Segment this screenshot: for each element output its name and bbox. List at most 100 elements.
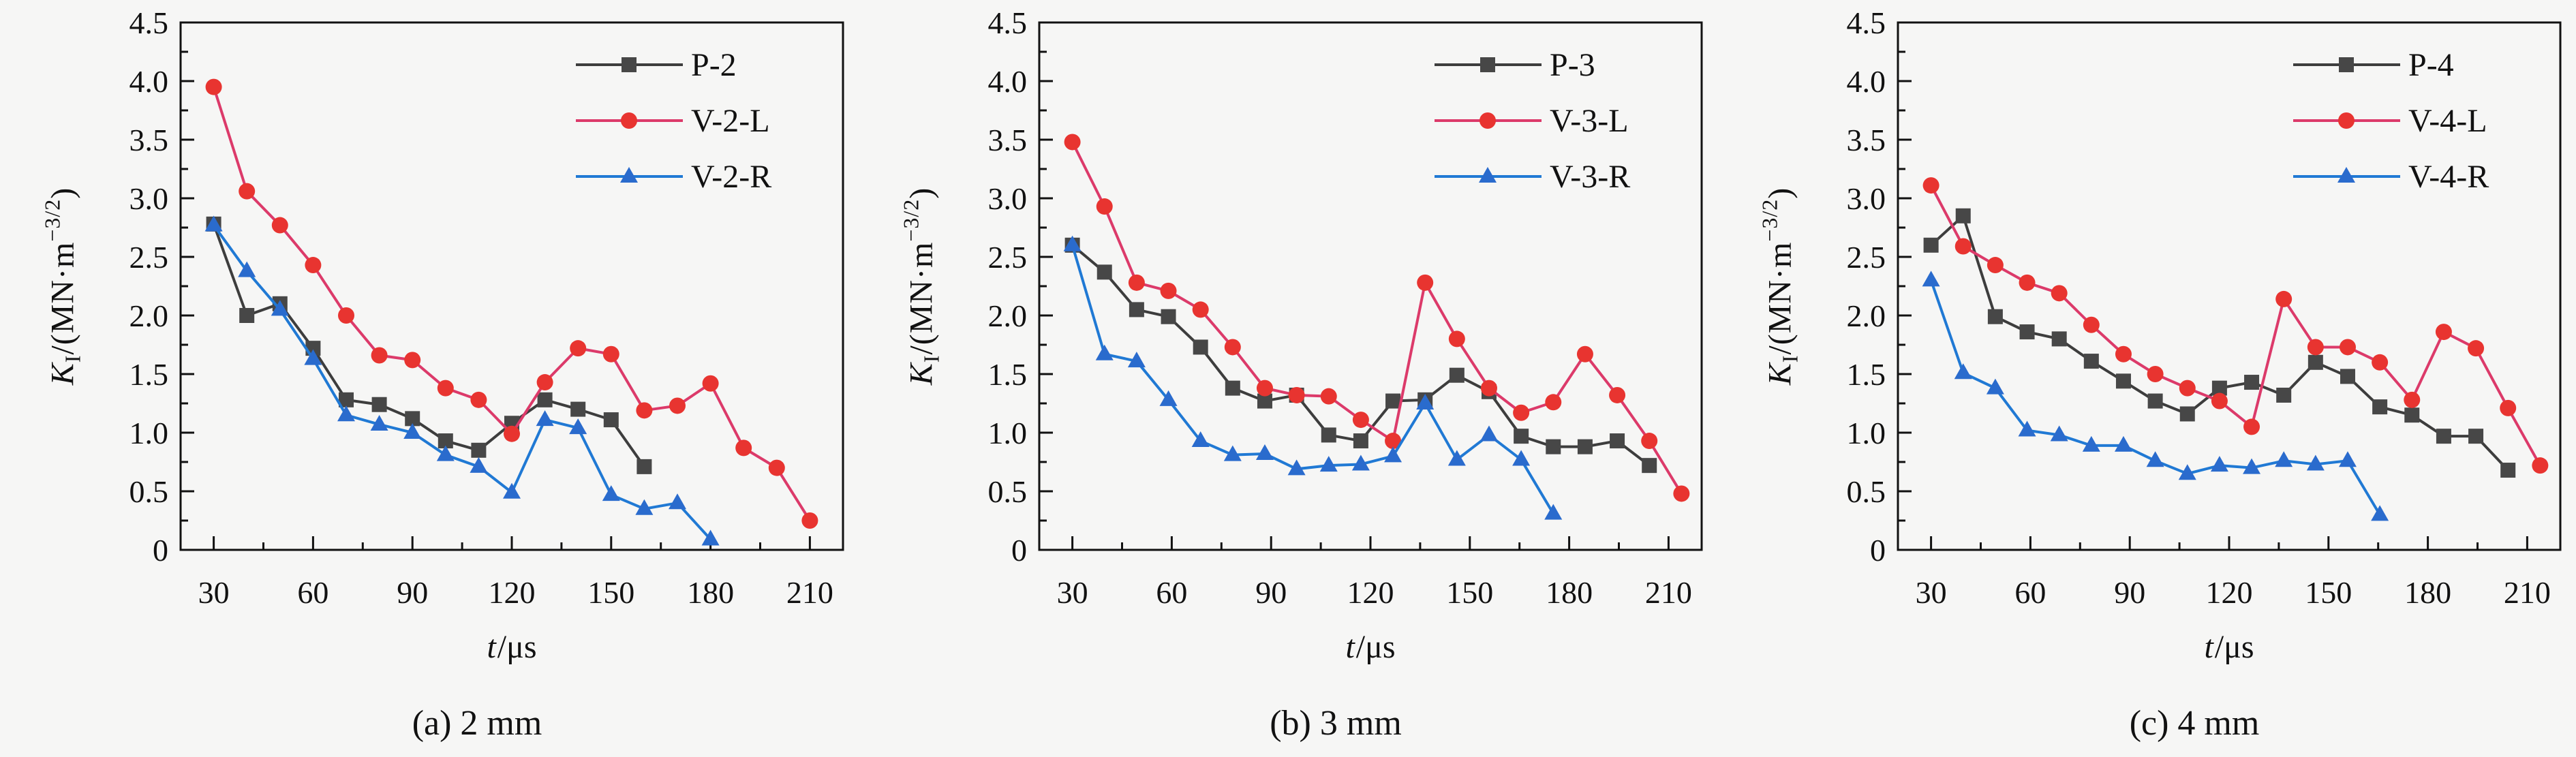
marker-triangle-V-2-R xyxy=(602,485,620,501)
marker-circle-V-3-L xyxy=(1545,394,1562,411)
x-tick-label: 60 xyxy=(2014,575,2046,610)
marker-circle-V-2-L xyxy=(205,78,222,95)
marker-triangle-V-4-R xyxy=(2306,454,2325,471)
y-tick-label: 3.0 xyxy=(988,181,1028,216)
marker-triangle-V-2-R xyxy=(271,300,289,316)
marker-circle-V-4-L xyxy=(2372,354,2389,371)
marker-triangle-V-2-R xyxy=(701,529,720,546)
marker-circle-V-2-L xyxy=(768,459,785,476)
y-tick-label: 1.5 xyxy=(1847,357,1886,392)
marker-triangle-V-2-R xyxy=(403,423,422,439)
marker-triangle-V-3-R xyxy=(1416,394,1435,410)
subplot-caption: (c) 4 mm xyxy=(2129,704,2260,743)
y-tick-label: 2.5 xyxy=(988,240,1028,275)
y-tick-label: 0 xyxy=(153,533,168,568)
marker-circle-V-3-L xyxy=(1160,282,1177,299)
y-tick-label: 0.5 xyxy=(129,474,169,509)
legend: P-4 V-4-L V-4-R xyxy=(2293,47,2489,195)
series-line-V-3-R xyxy=(1071,245,1554,514)
marker-triangle-V-4-R xyxy=(2371,505,2389,521)
x-tick-label: 30 xyxy=(198,575,230,610)
marker-triangle-V-2-R xyxy=(470,457,488,473)
y-tick-label: 4.0 xyxy=(988,64,1028,99)
marker-circle-V-2-L xyxy=(536,374,553,391)
legend-marker-V-2-R xyxy=(620,167,638,183)
y-tick-label: 0 xyxy=(1870,533,1886,568)
marker-circle-V-4-L xyxy=(2147,366,2164,382)
marker-triangle-V-3-R xyxy=(1319,456,1338,472)
series-line-V-2-R xyxy=(212,224,712,540)
marker-circle-V-2-L xyxy=(371,347,388,364)
legend-label-V-2-R: V-2-R xyxy=(691,159,771,195)
marker-circle-V-3-L xyxy=(1096,198,1113,215)
marker-circle-V-4-L xyxy=(2532,457,2549,474)
marker-triangle-V-3-R xyxy=(1479,425,1498,442)
x-tick-label: 90 xyxy=(397,575,428,610)
marker-circle-V-4-L xyxy=(2051,285,2068,302)
y-tick-label: 4.0 xyxy=(1847,64,1886,99)
x-tick-label: 150 xyxy=(587,575,634,610)
marker-square-P-4 xyxy=(2115,373,2131,389)
marker-circle-V-3-L xyxy=(1192,301,1209,318)
y-tick-label: 0 xyxy=(1011,533,1027,568)
y-tick-label: 2.5 xyxy=(1847,240,1886,275)
marker-triangle-V-3-R xyxy=(1191,431,1210,448)
legend-marker-V-4-R xyxy=(2337,167,2355,183)
marker-circle-V-4-L xyxy=(1954,238,1972,255)
marker-square-P-4 xyxy=(2404,407,2420,423)
marker-square-P-2 xyxy=(239,308,255,323)
marker-circle-V-4-L xyxy=(2307,339,2324,356)
marker-square-P-3 xyxy=(1449,367,1465,383)
y-tick-label: 4.5 xyxy=(1847,5,1886,40)
marker-triangle-V-4-R xyxy=(2210,456,2228,472)
x-tick-label: 120 xyxy=(489,575,536,610)
chart-b-canvas: 30 60 90 120 150 180 210 0 0.5 1.0 1.5 2.0 2.5 3.0 3.5… xyxy=(988,5,1703,610)
x-tick-label: 30 xyxy=(1057,575,1088,610)
marker-square-P-4 xyxy=(2372,399,2388,415)
marker-triangle-V-4-R xyxy=(1954,363,1972,380)
marker-circle-V-4-L xyxy=(2468,340,2485,357)
x-tick-label: 210 xyxy=(2504,575,2551,610)
marker-square-P-3 xyxy=(1610,433,1625,449)
marker-circle-V-2-L xyxy=(735,439,752,457)
marker-square-P-2 xyxy=(637,459,652,474)
marker-circle-V-3-L xyxy=(1064,134,1081,151)
marker-triangle-V-4-R xyxy=(2275,451,2293,467)
marker-circle-V-2-L xyxy=(239,183,256,200)
marker-circle-V-3-L xyxy=(1609,386,1626,403)
marker-triangle-V-3-R xyxy=(1351,454,1370,471)
plot-border xyxy=(179,21,844,551)
y-tick-label: 4.5 xyxy=(129,5,169,40)
marker-square-P-2 xyxy=(603,412,619,428)
marker-circle-V-3-L xyxy=(1128,274,1145,291)
legend-label-V-3-L: V-3-L xyxy=(1550,103,1629,139)
subplot-caption: (a) 2 mm xyxy=(412,704,542,743)
marker-circle-V-3-L xyxy=(1417,274,1434,291)
marker-triangle-V-4-R xyxy=(2243,458,2261,474)
legend-marker-V-3-L xyxy=(1479,112,1496,129)
x-tick-label: 180 xyxy=(687,575,734,610)
marker-circle-V-2-L xyxy=(338,307,354,324)
legend-label-V-3-R: V-3-R xyxy=(1550,159,1630,195)
marker-triangle-V-4-R xyxy=(2146,451,2164,467)
marker-circle-V-3-L xyxy=(1256,380,1273,397)
marker-triangle-V-3-R xyxy=(1255,444,1274,460)
x-axis-label: t/μs xyxy=(1345,629,1396,665)
marker-triangle-V-4-R xyxy=(2114,435,2132,452)
series-line-P-3 xyxy=(1071,244,1651,467)
x-tick-label: 90 xyxy=(2114,575,2145,610)
marker-triangle-V-4-R xyxy=(2050,425,2068,442)
marker-circle-V-3-L xyxy=(1352,412,1369,429)
marker-triangle-V-2-R xyxy=(370,414,388,431)
marker-circle-V-4-L xyxy=(2115,345,2132,362)
y-tick-label: 1.0 xyxy=(129,416,169,450)
x-tick-label: 180 xyxy=(2404,575,2451,610)
marker-square-P-3 xyxy=(1321,427,1336,443)
marker-circle-V-2-L xyxy=(669,397,686,414)
marker-triangle-V-2-R xyxy=(436,445,455,461)
marker-triangle-V-4-R xyxy=(2178,464,2196,480)
marker-circle-V-2-L xyxy=(636,402,653,419)
marker-triangle-V-2-R xyxy=(337,405,355,422)
marker-circle-V-3-L xyxy=(1320,388,1337,405)
y-tick-label: 1.0 xyxy=(1847,416,1886,450)
